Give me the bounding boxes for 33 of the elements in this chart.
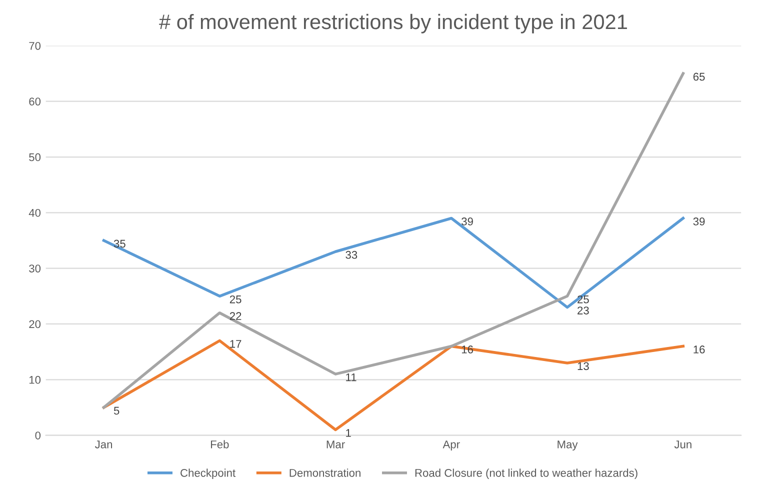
data-label: 11 — [346, 373, 356, 382]
data-label: 25 — [230, 295, 242, 304]
data-label: 22 — [230, 312, 242, 320]
data-label: 13 — [578, 362, 589, 370]
x-tick-label: Mar — [326, 440, 345, 448]
legend-label: Demonstration — [290, 468, 360, 477]
data-label: 17 — [230, 340, 242, 348]
x-tick-label: Apr — [442, 440, 460, 451]
y-tick-label: 40 — [28, 208, 41, 217]
legend-label: Checkpoint — [180, 468, 236, 480]
data-label: 35 — [114, 240, 126, 248]
chart-title: # of movement restrictions by incident type in 2021 — [159, 14, 627, 34]
y-tick-label: 0 — [35, 432, 41, 440]
data-label: 5 — [114, 406, 120, 415]
data-label: 33 — [346, 250, 358, 259]
x-tick-label: Jun — [674, 440, 692, 448]
y-tick-label: 70 — [29, 42, 41, 50]
y-tick-label: 20 — [29, 320, 41, 328]
legend-label: Road Closure (not linked to weather hazards) — [415, 468, 638, 480]
y-tick-label: 30 — [29, 264, 41, 272]
data-label: 65 — [693, 72, 705, 81]
x-tick-label: Feb — [210, 440, 229, 448]
y-tick-label: 10 — [29, 376, 41, 384]
data-label: 16 — [694, 346, 705, 354]
y-tick-label: 50 — [29, 153, 41, 162]
y-tick-label: 60 — [29, 98, 41, 106]
x-tick-label: Jan — [94, 440, 112, 448]
data-label: 25 — [578, 295, 589, 304]
data-label: 23 — [578, 306, 589, 314]
data-label: 39 — [693, 218, 705, 226]
x-tick-label: May — [558, 440, 578, 451]
data-label: 39 — [462, 218, 473, 226]
data-label: 1 — [346, 429, 351, 437]
